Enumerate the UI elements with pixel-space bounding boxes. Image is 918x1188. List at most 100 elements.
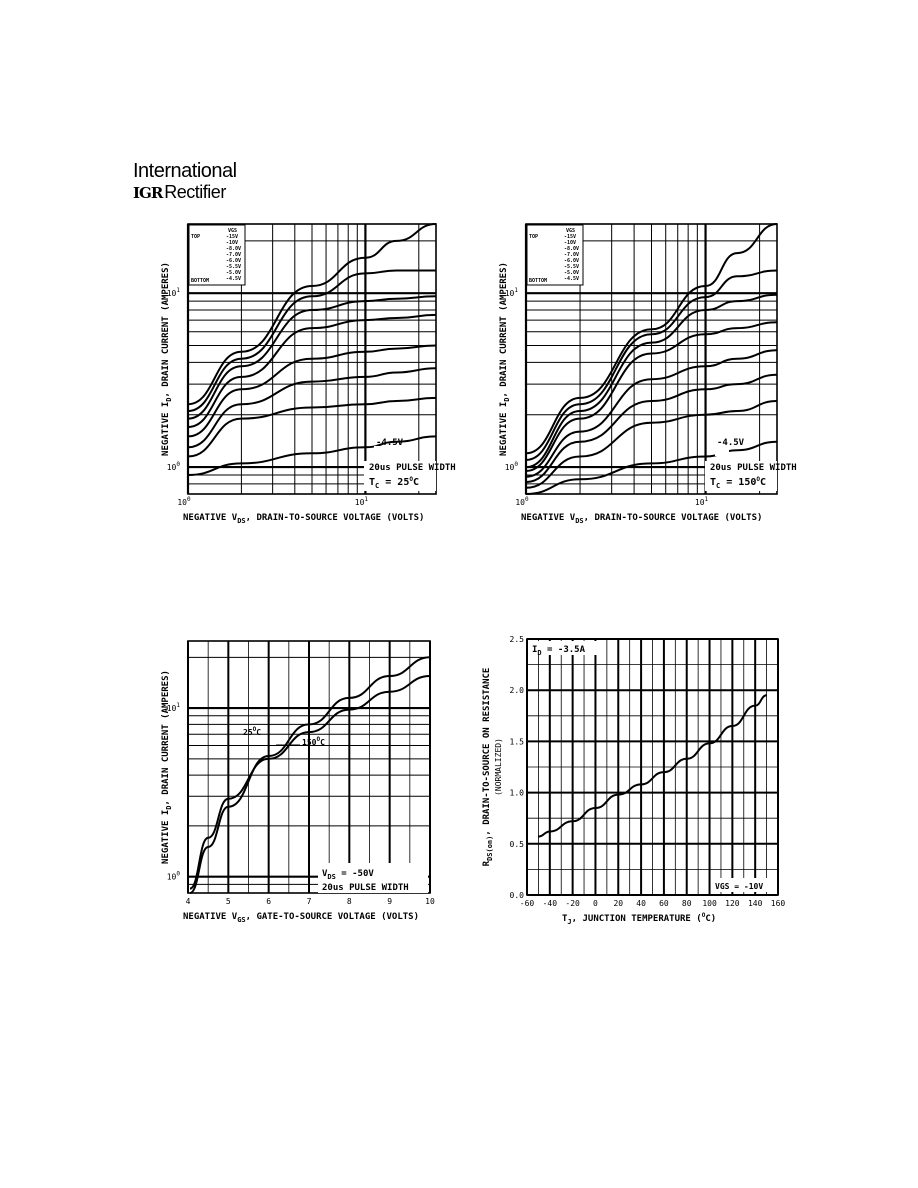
x-tick-label: -40 [543, 899, 558, 908]
y-tick-exponent: 1 [176, 702, 180, 709]
series-line-25-C [189, 656, 431, 894]
plot-frame [526, 638, 779, 896]
series-line--8-0V [525, 293, 778, 469]
annotation-bg [705, 461, 777, 491]
series-line--6-0V [525, 349, 778, 478]
x-tick-exponent: 1 [364, 496, 368, 503]
annotation-degree: O [756, 476, 760, 483]
x-axis-label: NEGATIVE VDS, DRAIN-TO-SOURCE VOLTAGE (V… [183, 513, 424, 525]
legend-entry: -10V [564, 240, 576, 246]
annotation-degree: O [316, 736, 320, 743]
y-axis-label-rest: , DRAIN CURRENT (AMPERES) [499, 262, 509, 397]
grid [524, 224, 777, 495]
legend-entry: -5.0V [226, 270, 241, 276]
annotation-unit: C [413, 477, 419, 488]
legend-entry: -6.0V [564, 258, 579, 264]
legend-entry: -15V [564, 234, 576, 240]
logo-line-rectifier: IGR Rectifier [133, 182, 226, 203]
grid [187, 641, 431, 894]
annotation-sub: DS [327, 873, 335, 881]
legend-box [526, 224, 584, 286]
series-line--5-5V [187, 367, 437, 449]
legend-entry: -7.0V [226, 252, 241, 258]
y-tick-exponent: 0 [176, 461, 180, 468]
legend-entry: -7.0V [564, 252, 579, 258]
x-tick-label: -60 [520, 899, 535, 908]
y-axis-label-sub: DS(on) [486, 836, 494, 861]
y-tick-label: 2.5 [510, 635, 525, 644]
x-axis-label-rest: , GATE-TO-SOURCE VOLTAGE (VOLTS) [246, 912, 419, 922]
plot-frame [525, 223, 778, 495]
x-tick-label: 60 [659, 899, 669, 908]
company-logo: International IGR Rectifier [133, 160, 273, 210]
annotation-bg [318, 863, 428, 893]
x-axis-label-rest: , DRAIN-TO-SOURCE VOLTAGE (VOLTS) [584, 513, 763, 523]
y-axis-label-group: NEGATIVE ID, DRAIN CURRENT (AMPERES) [161, 670, 173, 864]
y-tick-label: 100 [167, 871, 181, 882]
y-tick-exponent: 1 [176, 287, 180, 294]
annotation-vgs: VGS = -10V [715, 882, 763, 891]
annotation-bg [715, 446, 729, 456]
x-axis-label-rest: , DRAIN-TO-SOURCE VOLTAGE (VOLTS) [246, 513, 425, 523]
y-tick-label: 100 [167, 461, 181, 472]
annotation-bg [530, 641, 600, 655]
y-axis-label-line2: (NORMALIZED) [494, 738, 503, 796]
y-axis-label: NEGATIVE ID, DRAIN CURRENT (AMPERES) [161, 670, 173, 864]
series-line--8-0V [187, 295, 437, 420]
series-line--4-5V [525, 440, 778, 495]
annotation-curve-label: -4.5V [376, 438, 404, 448]
x-tick-label: 20 [613, 899, 623, 908]
series-line--10V [187, 269, 436, 412]
x-axis-label-end: C) [705, 914, 716, 924]
annotation-case-temp: TC = 25OC [369, 476, 419, 490]
annotation-degree: O [253, 726, 257, 733]
x-tick-label: 9 [387, 897, 392, 906]
grid [526, 638, 779, 896]
y-axis-label-sub: D [165, 806, 173, 810]
x-tick-label: 8 [347, 897, 352, 906]
x-axis-label-sub: DS [575, 517, 583, 525]
series-line--5-0V [187, 396, 437, 458]
y-tick-exponent: 0 [514, 461, 518, 468]
annotation-sub: C [375, 482, 379, 490]
annotation-vds: VDS = -50V [322, 869, 374, 881]
x-tick-label: 80 [682, 899, 692, 908]
annotation-value: = 25 [379, 477, 409, 488]
x-tick-exponent: 1 [705, 496, 709, 503]
y-axis-label-group: NEGATIVE ID, DRAIN CURRENT (AMPERES) [161, 262, 173, 456]
y-tick-label: 0.5 [510, 840, 525, 849]
legend-bottom-label: BOTTOM [529, 278, 547, 284]
annotation-25c: 25OC [243, 726, 261, 737]
x-axis-label: TJ, JUNCTION TEMPERATURE (OC) [562, 912, 716, 926]
x-tick-label: 101 [695, 496, 709, 507]
x-axis-label: NEGATIVE VGS, GATE-TO-SOURCE VOLTAGE (VO… [183, 912, 419, 924]
annotation-unit: C [760, 477, 766, 488]
x-tick-label: 7 [307, 897, 312, 906]
y-axis-label-sub: D [503, 398, 511, 402]
x-tick-label: 120 [725, 899, 740, 908]
plot-frame [187, 640, 431, 894]
x-axis-label-sub: J [567, 918, 571, 926]
legend-entry: -6.0V [226, 258, 241, 264]
y-axis-label-rest: , DRAIN-TO-SOURCE ON RESISTANCE [482, 668, 492, 836]
series-line--4-5V [187, 435, 437, 476]
legend-bottom-label: BOTTOM [191, 278, 209, 284]
x-tick-exponent: 0 [187, 496, 191, 503]
igr-logo-mark: IGR [133, 184, 163, 202]
y-tick-label: 101 [167, 287, 181, 298]
y-axis-label-group: RDS(on), DRAIN-TO-SOURCE ON RESISTANCE (N… [482, 668, 503, 867]
legend-entry: -15V [226, 234, 238, 240]
legend-entry: -5.5V [564, 264, 579, 270]
x-axis-label-rest: , JUNCTION TEMPERATURE ( [572, 914, 702, 924]
x-tick-label: 6 [266, 897, 271, 906]
y-tick-exponent: 0 [176, 871, 180, 878]
y-tick-label: 101 [167, 702, 181, 713]
y-axis-label: NEGATIVE ID, DRAIN CURRENT (AMPERES) [499, 262, 511, 456]
x-tick-label: 100 [515, 496, 529, 507]
series-line--7-0V [187, 313, 437, 428]
legend-entry: -5.0V [564, 270, 579, 276]
annotation-unit: C [256, 728, 261, 737]
